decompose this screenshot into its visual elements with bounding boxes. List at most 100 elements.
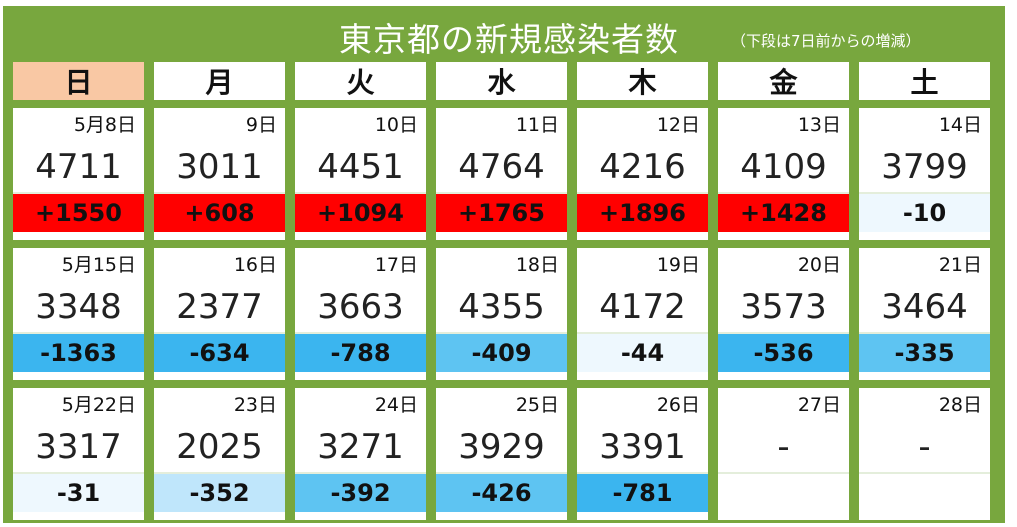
day-cell: 13日 4109 +1428 <box>718 108 849 240</box>
weekly-change: -634 <box>154 334 285 372</box>
day-cell: 20日 3573 -536 <box>718 248 849 380</box>
day-cell: 9日 3011 +608 <box>154 108 285 240</box>
day-cell: 25日 3929 -426 <box>436 388 567 520</box>
day-cell: 5月8日 4711 +1550 <box>13 108 144 240</box>
new-cases-count: 3464 <box>881 287 968 327</box>
new-cases-count: 3573 <box>740 287 827 327</box>
cell-divider <box>859 192 990 194</box>
day-cell: 24日 3271 -392 <box>295 388 426 520</box>
cell-divider <box>13 332 144 334</box>
day-cell: 26日 3391 -781 <box>577 388 708 520</box>
weekly-change: -1363 <box>13 334 144 372</box>
new-cases-count: 3348 <box>35 287 122 327</box>
new-cases-count: 3317 <box>35 427 122 467</box>
cell-divider <box>13 472 144 474</box>
cell-divider <box>13 192 144 194</box>
weekday-header-tuesday: 火 <box>295 62 426 100</box>
weekly-change: +608 <box>154 194 285 232</box>
new-cases-count: - <box>918 427 931 467</box>
weekly-change: +1550 <box>13 194 144 232</box>
weekly-change: -31 <box>13 474 144 512</box>
cell-divider <box>859 332 990 334</box>
new-cases-count: 3011 <box>176 147 263 187</box>
new-cases-count: 4355 <box>458 287 545 327</box>
cell-divider <box>154 192 285 194</box>
weekday-header-saturday: 土 <box>859 62 990 100</box>
cell-divider <box>154 332 285 334</box>
day-date: 18日 <box>515 254 559 276</box>
weekday-header-friday: 金 <box>718 62 849 100</box>
cell-divider <box>436 472 567 474</box>
weekday-header-wednesday: 水 <box>436 62 567 100</box>
day-date: 5月8日 <box>73 114 136 136</box>
cell-divider <box>154 472 285 474</box>
weekly-change <box>859 474 990 512</box>
cell-divider <box>577 192 708 194</box>
cell-divider <box>718 472 849 474</box>
day-date: 11日 <box>515 114 559 136</box>
weekday-header-thursday: 木 <box>577 62 708 100</box>
day-cell: 18日 4355 -409 <box>436 248 567 380</box>
weekly-change: -788 <box>295 334 426 372</box>
day-date: 24日 <box>374 394 418 416</box>
day-date: 12日 <box>656 114 700 136</box>
cell-divider <box>577 332 708 334</box>
day-cell: 14日 3799 -10 <box>859 108 990 240</box>
weekly-change: +1094 <box>295 194 426 232</box>
weekly-change: -392 <box>295 474 426 512</box>
weekly-change: +1896 <box>577 194 708 232</box>
weekly-change: +1765 <box>436 194 567 232</box>
calendar-panel: 東京都の新規感染者数 （下段は7日前からの増減） 日月火水木金土 5月8日 4711… <box>3 6 1005 523</box>
day-date: 23日 <box>233 394 277 416</box>
cell-divider <box>295 472 426 474</box>
weekly-change: -536 <box>718 334 849 372</box>
cell-divider <box>295 192 426 194</box>
weekly-change: +1428 <box>718 194 849 232</box>
weekday-header-sunday: 日 <box>13 62 144 100</box>
cell-divider <box>859 472 990 474</box>
new-cases-count: 2025 <box>176 427 263 467</box>
day-date: 16日 <box>233 254 277 276</box>
cell-divider <box>436 192 567 194</box>
cell-divider <box>718 192 849 194</box>
cell-divider <box>436 332 567 334</box>
new-cases-count: 3391 <box>599 427 686 467</box>
day-cell: 28日 - <box>859 388 990 520</box>
new-cases-count: 4764 <box>458 147 545 187</box>
new-cases-count: 4172 <box>599 287 686 327</box>
page-subtitle: （下段は7日前からの増減） <box>731 32 921 50</box>
new-cases-count: 4216 <box>599 147 686 187</box>
day-cell: 5月22日 3317 -31 <box>13 388 144 520</box>
day-date: 17日 <box>374 254 418 276</box>
day-date: 5月22日 <box>61 394 136 416</box>
page-title: 東京都の新規感染者数 <box>339 20 679 59</box>
weekly-change <box>718 474 849 512</box>
day-date: 20日 <box>797 254 841 276</box>
day-cell: 17日 3663 -788 <box>295 248 426 380</box>
weekly-change: -352 <box>154 474 285 512</box>
day-date: 5月15日 <box>61 254 136 276</box>
day-date: 25日 <box>515 394 559 416</box>
day-date: 19日 <box>656 254 700 276</box>
new-cases-count: 3799 <box>881 147 968 187</box>
new-cases-count: 2377 <box>176 287 263 327</box>
day-date: 14日 <box>938 114 982 136</box>
new-cases-count: - <box>777 427 790 467</box>
cell-divider <box>295 332 426 334</box>
day-cell: 23日 2025 -352 <box>154 388 285 520</box>
day-cell: 11日 4764 +1765 <box>436 108 567 240</box>
day-date: 28日 <box>938 394 982 416</box>
day-cell: 19日 4172 -44 <box>577 248 708 380</box>
day-cell: 16日 2377 -634 <box>154 248 285 380</box>
day-date: 9日 <box>245 114 277 136</box>
new-cases-count: 4711 <box>35 147 122 187</box>
new-cases-count: 3929 <box>458 427 545 467</box>
weekly-change: -10 <box>859 194 990 232</box>
day-cell: 5月15日 3348 -1363 <box>13 248 144 380</box>
new-cases-count: 4451 <box>317 147 404 187</box>
weekly-change: -426 <box>436 474 567 512</box>
day-cell: 10日 4451 +1094 <box>295 108 426 240</box>
new-cases-count: 3663 <box>317 287 404 327</box>
weekly-change: -335 <box>859 334 990 372</box>
weekday-header-monday: 月 <box>154 62 285 100</box>
